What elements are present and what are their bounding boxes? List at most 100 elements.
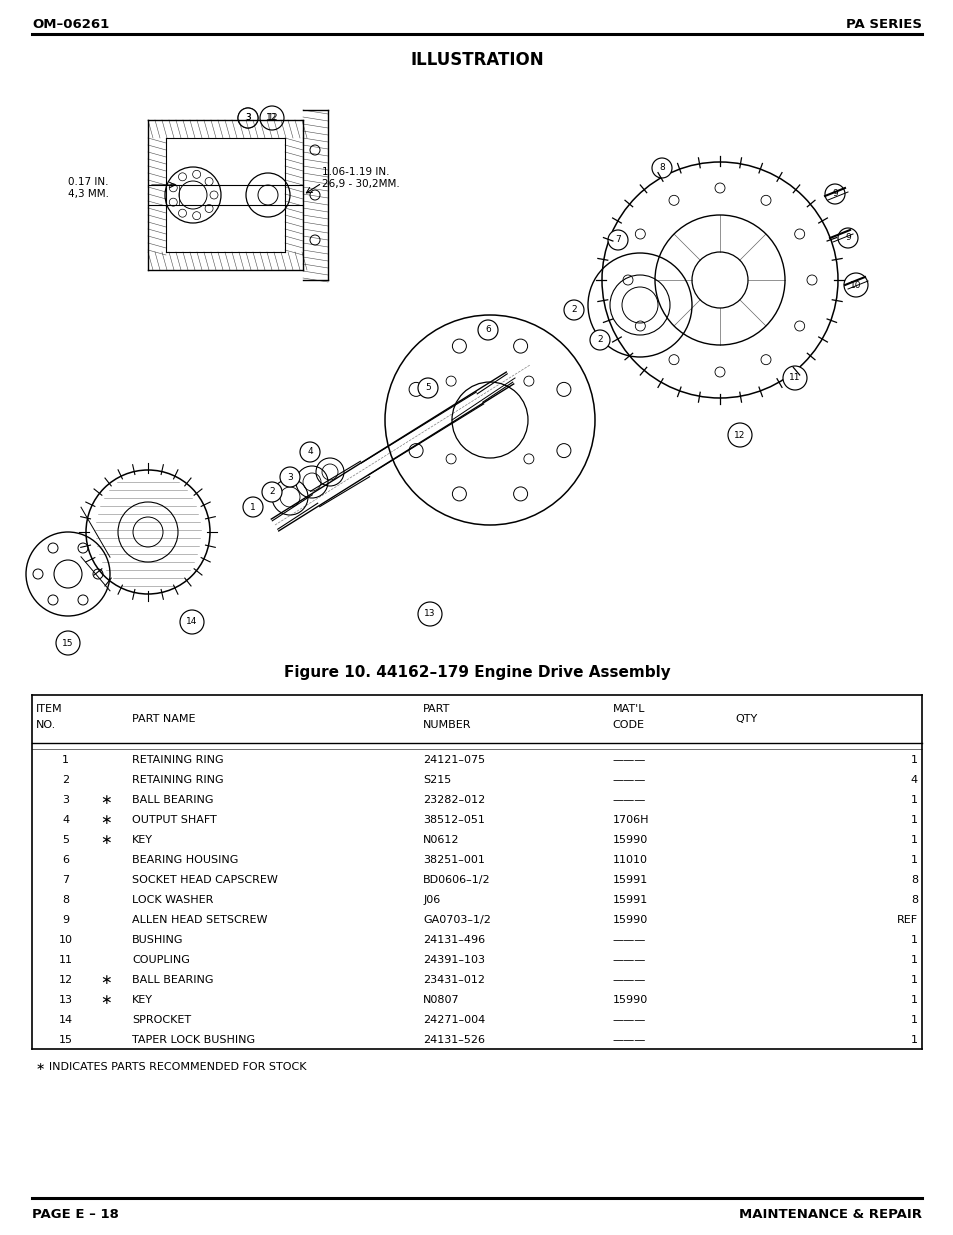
Text: 23431–012: 23431–012 xyxy=(423,974,485,986)
Text: 24271–004: 24271–004 xyxy=(423,1015,485,1025)
Text: 15: 15 xyxy=(59,1035,72,1045)
Circle shape xyxy=(607,230,627,249)
Text: 8: 8 xyxy=(62,895,70,905)
Text: 1: 1 xyxy=(910,995,917,1005)
Text: J06: J06 xyxy=(423,895,440,905)
Text: 11: 11 xyxy=(59,955,72,965)
Text: 10: 10 xyxy=(849,280,861,289)
Text: 8: 8 xyxy=(659,163,664,173)
Circle shape xyxy=(837,228,857,248)
Text: 11010: 11010 xyxy=(612,855,647,864)
Text: ∗ INDICATES PARTS RECOMMENDED FOR STOCK: ∗ INDICATES PARTS RECOMMENDED FOR STOCK xyxy=(36,1062,306,1072)
Circle shape xyxy=(843,273,867,296)
Circle shape xyxy=(299,442,319,462)
Text: PAGE E – 18: PAGE E – 18 xyxy=(32,1208,119,1220)
Text: SOCKET HEAD CAPSCREW: SOCKET HEAD CAPSCREW xyxy=(132,876,277,885)
Circle shape xyxy=(417,601,441,626)
Text: Figure 10. 44162–179 Engine Drive Assembly: Figure 10. 44162–179 Engine Drive Assemb… xyxy=(283,664,670,679)
Circle shape xyxy=(262,482,282,501)
Text: ———: ——— xyxy=(612,755,645,764)
Text: BD0606–1/2: BD0606–1/2 xyxy=(423,876,490,885)
Text: 5: 5 xyxy=(62,835,70,845)
Text: 23282–012: 23282–012 xyxy=(423,795,485,805)
Text: BUSHING: BUSHING xyxy=(132,935,183,945)
Text: ———: ——— xyxy=(612,974,645,986)
Text: 1706H: 1706H xyxy=(612,815,649,825)
Text: 9: 9 xyxy=(62,915,70,925)
Text: 4: 4 xyxy=(307,447,313,457)
Text: 3: 3 xyxy=(245,114,251,122)
Text: 9: 9 xyxy=(844,233,850,242)
Text: ———: ——— xyxy=(612,776,645,785)
Circle shape xyxy=(782,366,806,390)
Text: QTY: QTY xyxy=(735,714,757,724)
Text: OUTPUT SHAFT: OUTPUT SHAFT xyxy=(132,815,216,825)
Text: BALL BEARING: BALL BEARING xyxy=(132,795,213,805)
Text: ———: ——— xyxy=(612,795,645,805)
Text: NUMBER: NUMBER xyxy=(423,720,471,730)
Text: 12: 12 xyxy=(266,114,277,122)
Text: ———: ——— xyxy=(612,1015,645,1025)
Text: 1: 1 xyxy=(250,503,255,511)
Text: 1: 1 xyxy=(910,1035,917,1045)
Circle shape xyxy=(589,330,609,350)
Text: 15990: 15990 xyxy=(612,995,647,1005)
Circle shape xyxy=(563,300,583,320)
Circle shape xyxy=(727,424,751,447)
Text: OM–06261: OM–06261 xyxy=(32,17,110,31)
Text: 13: 13 xyxy=(424,610,436,619)
Text: 15991: 15991 xyxy=(612,876,647,885)
Text: 1: 1 xyxy=(910,835,917,845)
Text: 15990: 15990 xyxy=(612,835,647,845)
Text: ———: ——— xyxy=(612,1035,645,1045)
Text: 4: 4 xyxy=(910,776,917,785)
Circle shape xyxy=(417,378,437,398)
Text: KEY: KEY xyxy=(132,995,153,1005)
Text: 1: 1 xyxy=(910,815,917,825)
Text: 2: 2 xyxy=(62,776,70,785)
Text: N0612: N0612 xyxy=(423,835,459,845)
Circle shape xyxy=(243,496,263,517)
Text: ∗: ∗ xyxy=(100,793,112,806)
Text: CODE: CODE xyxy=(612,720,644,730)
Text: 14: 14 xyxy=(59,1015,72,1025)
Text: 7: 7 xyxy=(62,876,70,885)
Text: 2: 2 xyxy=(597,336,602,345)
Text: ALLEN HEAD SETSCREW: ALLEN HEAD SETSCREW xyxy=(132,915,268,925)
Text: ILLUSTRATION: ILLUSTRATION xyxy=(410,51,543,69)
Text: ∗: ∗ xyxy=(100,973,112,987)
Circle shape xyxy=(237,107,257,128)
Text: ———: ——— xyxy=(612,955,645,965)
Text: 12: 12 xyxy=(267,114,277,122)
Text: 15991: 15991 xyxy=(612,895,647,905)
Circle shape xyxy=(651,158,671,178)
Text: 0.17 IN.
4,3 MM.: 0.17 IN. 4,3 MM. xyxy=(68,177,109,199)
Text: 6: 6 xyxy=(62,855,70,864)
Text: 1.06-1.19 IN.
26,9 - 30,2MM.: 1.06-1.19 IN. 26,9 - 30,2MM. xyxy=(322,167,399,189)
Text: PA SERIES: PA SERIES xyxy=(845,17,921,31)
Circle shape xyxy=(262,107,282,128)
Text: 11: 11 xyxy=(788,373,800,383)
Text: 4: 4 xyxy=(62,815,70,825)
Text: 38251–001: 38251–001 xyxy=(423,855,484,864)
Text: BALL BEARING: BALL BEARING xyxy=(132,974,213,986)
Text: 14: 14 xyxy=(186,618,197,626)
Text: 12: 12 xyxy=(59,974,72,986)
Text: COUPLING: COUPLING xyxy=(132,955,190,965)
Text: 12: 12 xyxy=(734,431,745,440)
Text: S215: S215 xyxy=(423,776,451,785)
Text: 24121–075: 24121–075 xyxy=(423,755,485,764)
Text: 1: 1 xyxy=(910,1015,917,1025)
Text: MAT'L: MAT'L xyxy=(612,704,644,714)
Text: 1: 1 xyxy=(910,974,917,986)
Text: 8: 8 xyxy=(910,876,917,885)
Text: PART: PART xyxy=(423,704,450,714)
Text: LOCK WASHER: LOCK WASHER xyxy=(132,895,213,905)
Text: SPROCKET: SPROCKET xyxy=(132,1015,191,1025)
Text: BEARING HOUSING: BEARING HOUSING xyxy=(132,855,238,864)
Text: 5: 5 xyxy=(425,384,431,393)
Circle shape xyxy=(824,184,844,204)
Text: 10: 10 xyxy=(59,935,72,945)
Text: REF: REF xyxy=(896,915,917,925)
Text: ∗: ∗ xyxy=(100,832,112,847)
